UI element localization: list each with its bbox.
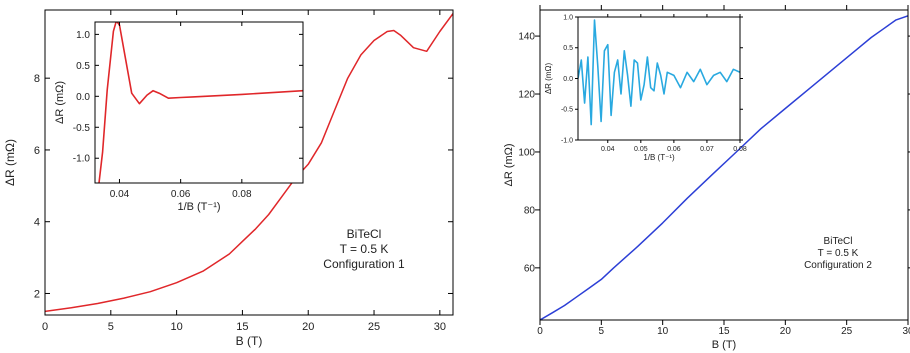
y-tick-label: 4: [34, 217, 40, 229]
x-tick-label: 0.08: [733, 146, 747, 153]
annotation-line: T = 0.5 K: [340, 242, 389, 256]
y-tick-label: -1.0: [561, 137, 573, 144]
x-axis-label: 1/B (T⁻¹): [643, 153, 675, 162]
x-tick-label: 10: [170, 321, 182, 333]
y-tick-label: 100: [518, 147, 535, 158]
y-tick-label: -0.5: [561, 107, 573, 114]
chart-right-inset: 0.04 0.05 0.06 0.07 0.08 -1.0 -0.5 0.0 0.5 1.0 1/B…: [544, 14, 747, 162]
x-tick-label: 0.06: [667, 146, 681, 153]
y-axis-label: ΔR (mΩ): [544, 63, 553, 95]
x-tick-label: 5: [108, 321, 114, 333]
y-axis-label: ΔR (mΩ): [54, 81, 66, 124]
annotation-line: BiTeCl: [824, 236, 853, 247]
y-tick-label: 60: [524, 263, 536, 274]
x-tick-label: 0: [537, 326, 543, 337]
inset-background: [578, 17, 740, 140]
y-tick-label: 120: [518, 90, 535, 101]
y-tick-label: 0.5: [563, 45, 573, 52]
y-tick-label: 0.5: [76, 61, 90, 72]
axes-frame: [94, 21, 304, 184]
y-tick-label: -1.0: [73, 154, 91, 165]
y-tick-label: 8: [34, 73, 40, 85]
x-tick-label: 0.08: [232, 189, 252, 200]
data-line: [98, 22, 303, 183]
x-tick-label: 20: [302, 321, 314, 333]
annotation-line: Configuration 2: [804, 260, 872, 271]
x-axis-label: 1/B (T⁻¹): [177, 201, 220, 213]
y-tick-label: 0.0: [563, 76, 573, 83]
y-tick-label: 0.0: [76, 92, 90, 103]
x-tick-label: 25: [841, 326, 853, 337]
chart-left-inset: 0.04 0.06 0.08 -1.0 -0.5 0.0 0.5 1.0 1/B (T⁻¹) ΔR…: [54, 21, 304, 213]
x-tick-label: 30: [902, 326, 910, 337]
y-tick-label: 6: [34, 145, 40, 157]
data-line: [578, 19, 740, 126]
data-line: [540, 15, 908, 320]
x-tick-label: 20: [780, 326, 792, 337]
x-tick-label: 0: [42, 321, 48, 333]
x-axis-label: B (T): [236, 334, 263, 348]
x-tick-label: 30: [434, 321, 446, 333]
annotation-line: T = 0.5 K: [818, 248, 859, 259]
y-axis-label: ΔR (mΩ): [503, 143, 515, 186]
y-tick-label: 1.0: [563, 14, 573, 21]
y-tick-label: 80: [524, 205, 536, 216]
x-tick-label: 25: [368, 321, 380, 333]
y-tick-label: 2: [34, 288, 40, 300]
x-tick-label: 0.04: [601, 146, 615, 153]
x-axis-label: B (T): [712, 339, 736, 351]
x-tick-label: 10: [657, 326, 669, 337]
x-tick-label: 15: [718, 326, 730, 337]
chart-right-main: 0 5 10 15 20 25 30 60 80 100 120 140 B (T) ΔR (mΩ) BiT…: [503, 5, 910, 351]
annotation-line: BiTeCl: [347, 227, 382, 241]
y-tick-label: 140: [518, 32, 535, 43]
y-axis-label: ΔR (mΩ): [3, 139, 17, 186]
x-tick-label: 0.05: [634, 146, 648, 153]
x-tick-label: 0.04: [110, 189, 130, 200]
inset-background: [95, 22, 303, 183]
x-tick-label: 0.07: [700, 146, 714, 153]
x-tick-label: 0.06: [171, 189, 191, 200]
y-tick-label: 1.0: [76, 30, 90, 41]
x-tick-label: 5: [599, 326, 605, 337]
x-tick-label: 15: [236, 321, 248, 333]
annotation-line: Configuration 1: [323, 257, 405, 271]
y-tick-label: -0.5: [73, 123, 91, 134]
axes-frame: [44, 9, 454, 316]
